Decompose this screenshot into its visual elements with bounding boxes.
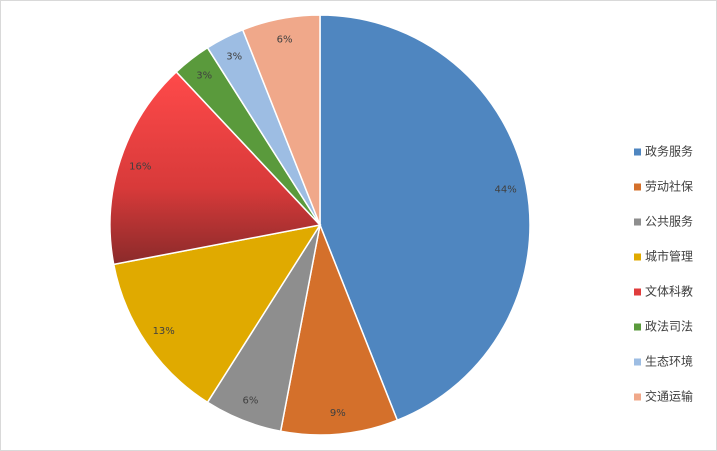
pie-slice bbox=[241, 14, 321, 226]
data-label: 3% bbox=[196, 71, 212, 82]
data-label: 6% bbox=[242, 396, 258, 407]
data-label: 9% bbox=[330, 408, 346, 419]
legend-swatch bbox=[634, 393, 641, 401]
legend-label: 生态环境 bbox=[645, 354, 693, 369]
legend-label: 劳动社保 bbox=[645, 179, 693, 194]
pie-slice bbox=[112, 223, 322, 404]
legend-swatch bbox=[634, 288, 641, 296]
data-label: 3% bbox=[226, 52, 242, 63]
legend-swatch bbox=[634, 358, 641, 366]
legend-label: 公共服务 bbox=[645, 214, 693, 229]
data-label: 44% bbox=[495, 185, 517, 196]
pie-slice bbox=[109, 70, 322, 266]
legend-swatch bbox=[634, 323, 641, 331]
legend-label: 文体科教 bbox=[645, 284, 693, 299]
legend-label: 交通运输 bbox=[645, 389, 693, 404]
pie-slice bbox=[319, 14, 531, 422]
legend-label: 政务服务 bbox=[645, 144, 693, 159]
data-label: 6% bbox=[277, 34, 293, 45]
legend-label: 政法司法 bbox=[645, 320, 693, 334]
legend-swatch bbox=[634, 218, 641, 226]
pie-slice bbox=[279, 222, 399, 436]
data-label: 16% bbox=[129, 162, 151, 173]
data-label: 13% bbox=[153, 326, 175, 337]
legend-label: 城市管理 bbox=[645, 249, 693, 264]
legend-swatch bbox=[634, 183, 641, 191]
legend-swatch bbox=[634, 148, 641, 156]
legend-swatch bbox=[634, 253, 641, 261]
